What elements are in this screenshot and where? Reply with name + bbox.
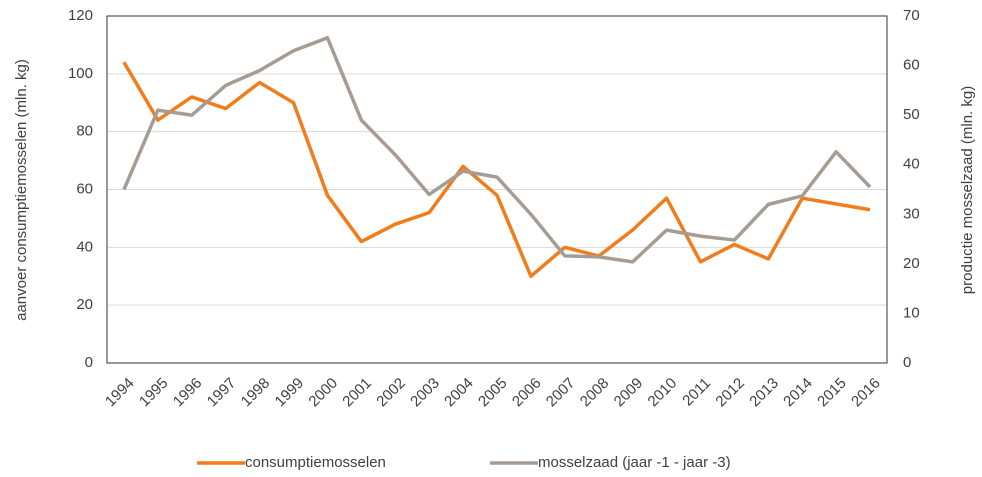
x-tick-label: 2004 (441, 375, 477, 411)
x-tick-label: 2016 (848, 375, 884, 411)
x-tick-label: 2010 (645, 375, 681, 411)
x-tick-label: 2009 (611, 375, 647, 411)
series-line (122, 61, 871, 278)
x-tick-label: 2003 (407, 375, 443, 411)
series-line (122, 36, 872, 264)
x-tick-label: 2013 (746, 375, 782, 411)
x-tick-label: 2011 (679, 375, 714, 410)
y2-tick-label: 20 (903, 255, 920, 272)
x-tick-label: 2006 (509, 375, 545, 411)
x-tick-label: 2000 (305, 375, 341, 411)
y2-axis-label: productie mosselzaad (mln. kg) (959, 86, 976, 294)
y2-tick-label: 60 (903, 57, 920, 74)
y2-tick-label: 30 (903, 205, 920, 222)
y2-tick-label: 40 (903, 156, 920, 173)
x-tick-label: 1999 (272, 375, 308, 411)
x-tick-label: 1998 (238, 375, 274, 411)
legend-label: consumptiemosselen (245, 454, 386, 471)
y2-tick-label: 50 (903, 106, 920, 123)
y2-tick-label: 10 (903, 304, 920, 321)
x-tick-label: 2015 (814, 375, 850, 411)
y2-tick-label: 0 (903, 354, 911, 371)
y-tick-label: 120 (68, 7, 93, 24)
x-tick-label: 2007 (543, 375, 579, 411)
x-tick-label: 2014 (780, 375, 816, 411)
legend-label: mosselzaad (jaar -1 - jaar -3) (538, 454, 731, 471)
y-tick-label: 80 (76, 123, 93, 140)
x-tick-label: 1997 (204, 375, 240, 411)
x-tick-label: 1995 (136, 375, 172, 411)
y-tick-label: 0 (85, 354, 93, 371)
x-tick-label: 2008 (577, 375, 613, 411)
y-axis-label: aanvoer consumptiemosselen (mln. kg) (13, 59, 30, 321)
y-tick-label: 20 (76, 296, 93, 313)
y-tick-label: 40 (76, 238, 93, 255)
y-tick-label: 60 (76, 180, 93, 197)
x-tick-label: 1996 (170, 375, 206, 411)
y-tick-label: 100 (68, 65, 93, 82)
x-tick-label: 2005 (475, 375, 511, 411)
x-tick-label: 2012 (712, 375, 748, 411)
x-tick-label: 2001 (339, 375, 375, 411)
y2-tick-label: 70 (903, 7, 920, 24)
x-tick-label: 2002 (373, 375, 409, 411)
x-tick-label: 1994 (102, 375, 138, 411)
plot-border (106, 15, 888, 364)
